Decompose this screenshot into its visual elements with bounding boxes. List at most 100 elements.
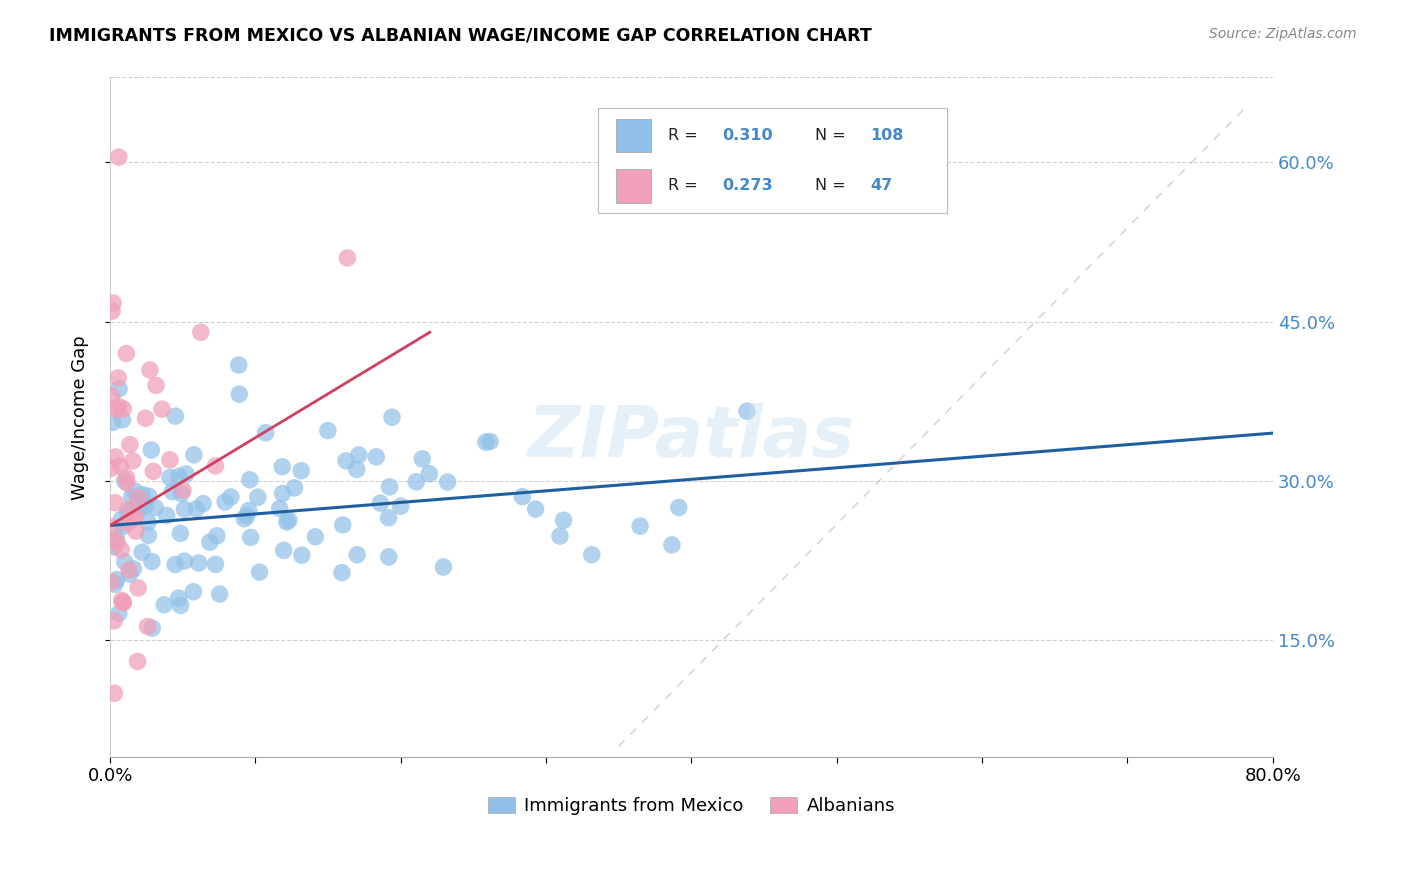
- Point: [366, 450, 388, 464]
- Point: [198, 535, 221, 549]
- Point: [121, 454, 143, 468]
- Point: [134, 411, 156, 425]
- Point: [330, 566, 353, 580]
- Point: [183, 584, 205, 599]
- Point: [110, 512, 132, 526]
- Point: [304, 530, 326, 544]
- Point: [103, 686, 125, 700]
- Point: [759, 182, 782, 196]
- Point: [103, 614, 125, 628]
- Point: [114, 555, 136, 569]
- Point: [271, 459, 294, 474]
- Point: [183, 448, 205, 462]
- Point: [122, 562, 145, 576]
- Point: [111, 519, 134, 533]
- Point: [100, 461, 122, 475]
- Point: [479, 434, 502, 449]
- Point: [127, 581, 149, 595]
- Point: [174, 467, 197, 481]
- Point: [291, 548, 314, 562]
- Point: [276, 515, 298, 529]
- Point: [107, 400, 129, 414]
- Point: [233, 512, 256, 526]
- Point: [173, 554, 195, 568]
- Point: [239, 530, 262, 544]
- Point: [346, 548, 368, 562]
- Point: [668, 500, 690, 515]
- Point: [101, 520, 124, 534]
- Point: [735, 404, 758, 418]
- Point: [105, 530, 128, 544]
- Point: [290, 464, 312, 478]
- Point: [110, 542, 132, 557]
- Point: [249, 565, 271, 579]
- Point: [100, 574, 122, 589]
- Point: [186, 502, 208, 516]
- Point: [101, 296, 124, 310]
- Point: [271, 486, 294, 500]
- Point: [117, 516, 139, 530]
- Point: [118, 567, 141, 582]
- Point: [139, 363, 162, 377]
- Point: [347, 448, 370, 462]
- Point: [235, 508, 257, 523]
- Point: [141, 443, 163, 458]
- Point: [114, 474, 136, 488]
- Point: [159, 470, 181, 484]
- Point: [165, 558, 187, 572]
- Point: [162, 484, 184, 499]
- Point: [138, 528, 160, 542]
- Point: [283, 481, 305, 495]
- Point: [316, 424, 339, 438]
- Point: [127, 654, 149, 668]
- Point: [138, 489, 160, 503]
- Point: [107, 371, 129, 385]
- Point: [187, 556, 209, 570]
- Point: [381, 410, 404, 425]
- Point: [118, 437, 141, 451]
- Point: [239, 473, 262, 487]
- Point: [127, 491, 149, 505]
- Point: [108, 382, 131, 396]
- Point: [548, 529, 571, 543]
- Point: [389, 500, 412, 514]
- Point: [111, 593, 134, 607]
- Text: IMMIGRANTS FROM MEXICO VS ALBANIAN WAGE/INCOME GAP CORRELATION CHART: IMMIGRANTS FROM MEXICO VS ALBANIAN WAGE/…: [49, 27, 872, 45]
- Point: [101, 389, 124, 403]
- Point: [115, 470, 138, 484]
- Point: [524, 502, 547, 516]
- Point: [346, 462, 368, 476]
- Text: Source: ZipAtlas.com: Source: ZipAtlas.com: [1209, 27, 1357, 41]
- Point: [335, 454, 357, 468]
- Point: [761, 150, 783, 164]
- Point: [191, 497, 214, 511]
- Point: [118, 502, 141, 516]
- Point: [136, 515, 159, 529]
- Point: [661, 538, 683, 552]
- Point: [124, 510, 146, 524]
- Point: [122, 511, 145, 525]
- Point: [170, 486, 193, 500]
- Point: [103, 540, 125, 554]
- Point: [254, 425, 277, 440]
- Point: [150, 402, 173, 417]
- Point: [122, 501, 145, 516]
- Point: [101, 304, 124, 318]
- Point: [277, 513, 299, 527]
- Point: [111, 596, 134, 610]
- Point: [105, 535, 128, 549]
- Point: [208, 587, 231, 601]
- Point: [107, 150, 129, 164]
- Point: [131, 545, 153, 559]
- Point: [204, 458, 226, 473]
- Point: [108, 607, 131, 621]
- Point: [142, 464, 165, 478]
- Point: [115, 475, 138, 490]
- Point: [512, 490, 534, 504]
- Text: ZIPatlas: ZIPatlas: [527, 403, 855, 472]
- Point: [104, 577, 127, 591]
- Point: [115, 346, 138, 360]
- Point: [131, 487, 153, 501]
- Point: [378, 480, 401, 494]
- Point: [156, 508, 179, 523]
